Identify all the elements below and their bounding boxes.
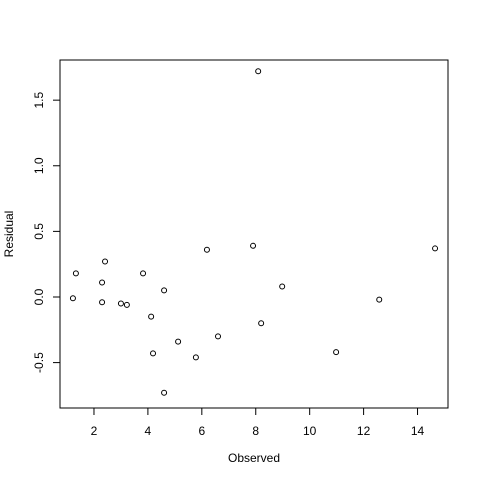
- point: [140, 270, 147, 277]
- x-tick-label: 4: [145, 424, 152, 438]
- point: [250, 242, 257, 249]
- point: [258, 320, 265, 327]
- point: [255, 68, 262, 75]
- point: [279, 283, 286, 290]
- y-axis-label: Residual: [2, 211, 16, 258]
- point: [432, 245, 439, 252]
- point: [203, 246, 210, 253]
- x-tick-label: 2: [91, 424, 98, 438]
- point: [102, 258, 109, 265]
- point: [376, 296, 383, 303]
- point: [117, 300, 124, 307]
- y-tick-label: -0.5: [32, 352, 46, 373]
- point: [148, 313, 155, 320]
- point: [192, 354, 199, 361]
- point: [69, 295, 76, 302]
- point: [123, 301, 130, 308]
- point: [215, 333, 222, 340]
- y-tick-label: 0.5: [32, 223, 46, 240]
- point: [99, 279, 106, 286]
- point: [72, 270, 79, 277]
- x-axis-label: Observed: [228, 451, 280, 465]
- y-tick-label: 1.0: [32, 157, 46, 174]
- y-tick-label: 0.0: [32, 288, 46, 305]
- x-tick-label: 14: [411, 424, 425, 438]
- x-tick-label: 6: [198, 424, 205, 438]
- point: [99, 299, 106, 306]
- plot-frame: [59, 59, 449, 409]
- point: [175, 338, 182, 345]
- point: [333, 349, 340, 356]
- y-tick-label: 1.5: [32, 91, 46, 108]
- x-tick-label: 12: [357, 424, 371, 438]
- x-tick-label: 10: [303, 424, 317, 438]
- point: [161, 389, 168, 396]
- point: [161, 287, 168, 294]
- x-tick-label: 8: [252, 424, 259, 438]
- point: [150, 350, 157, 357]
